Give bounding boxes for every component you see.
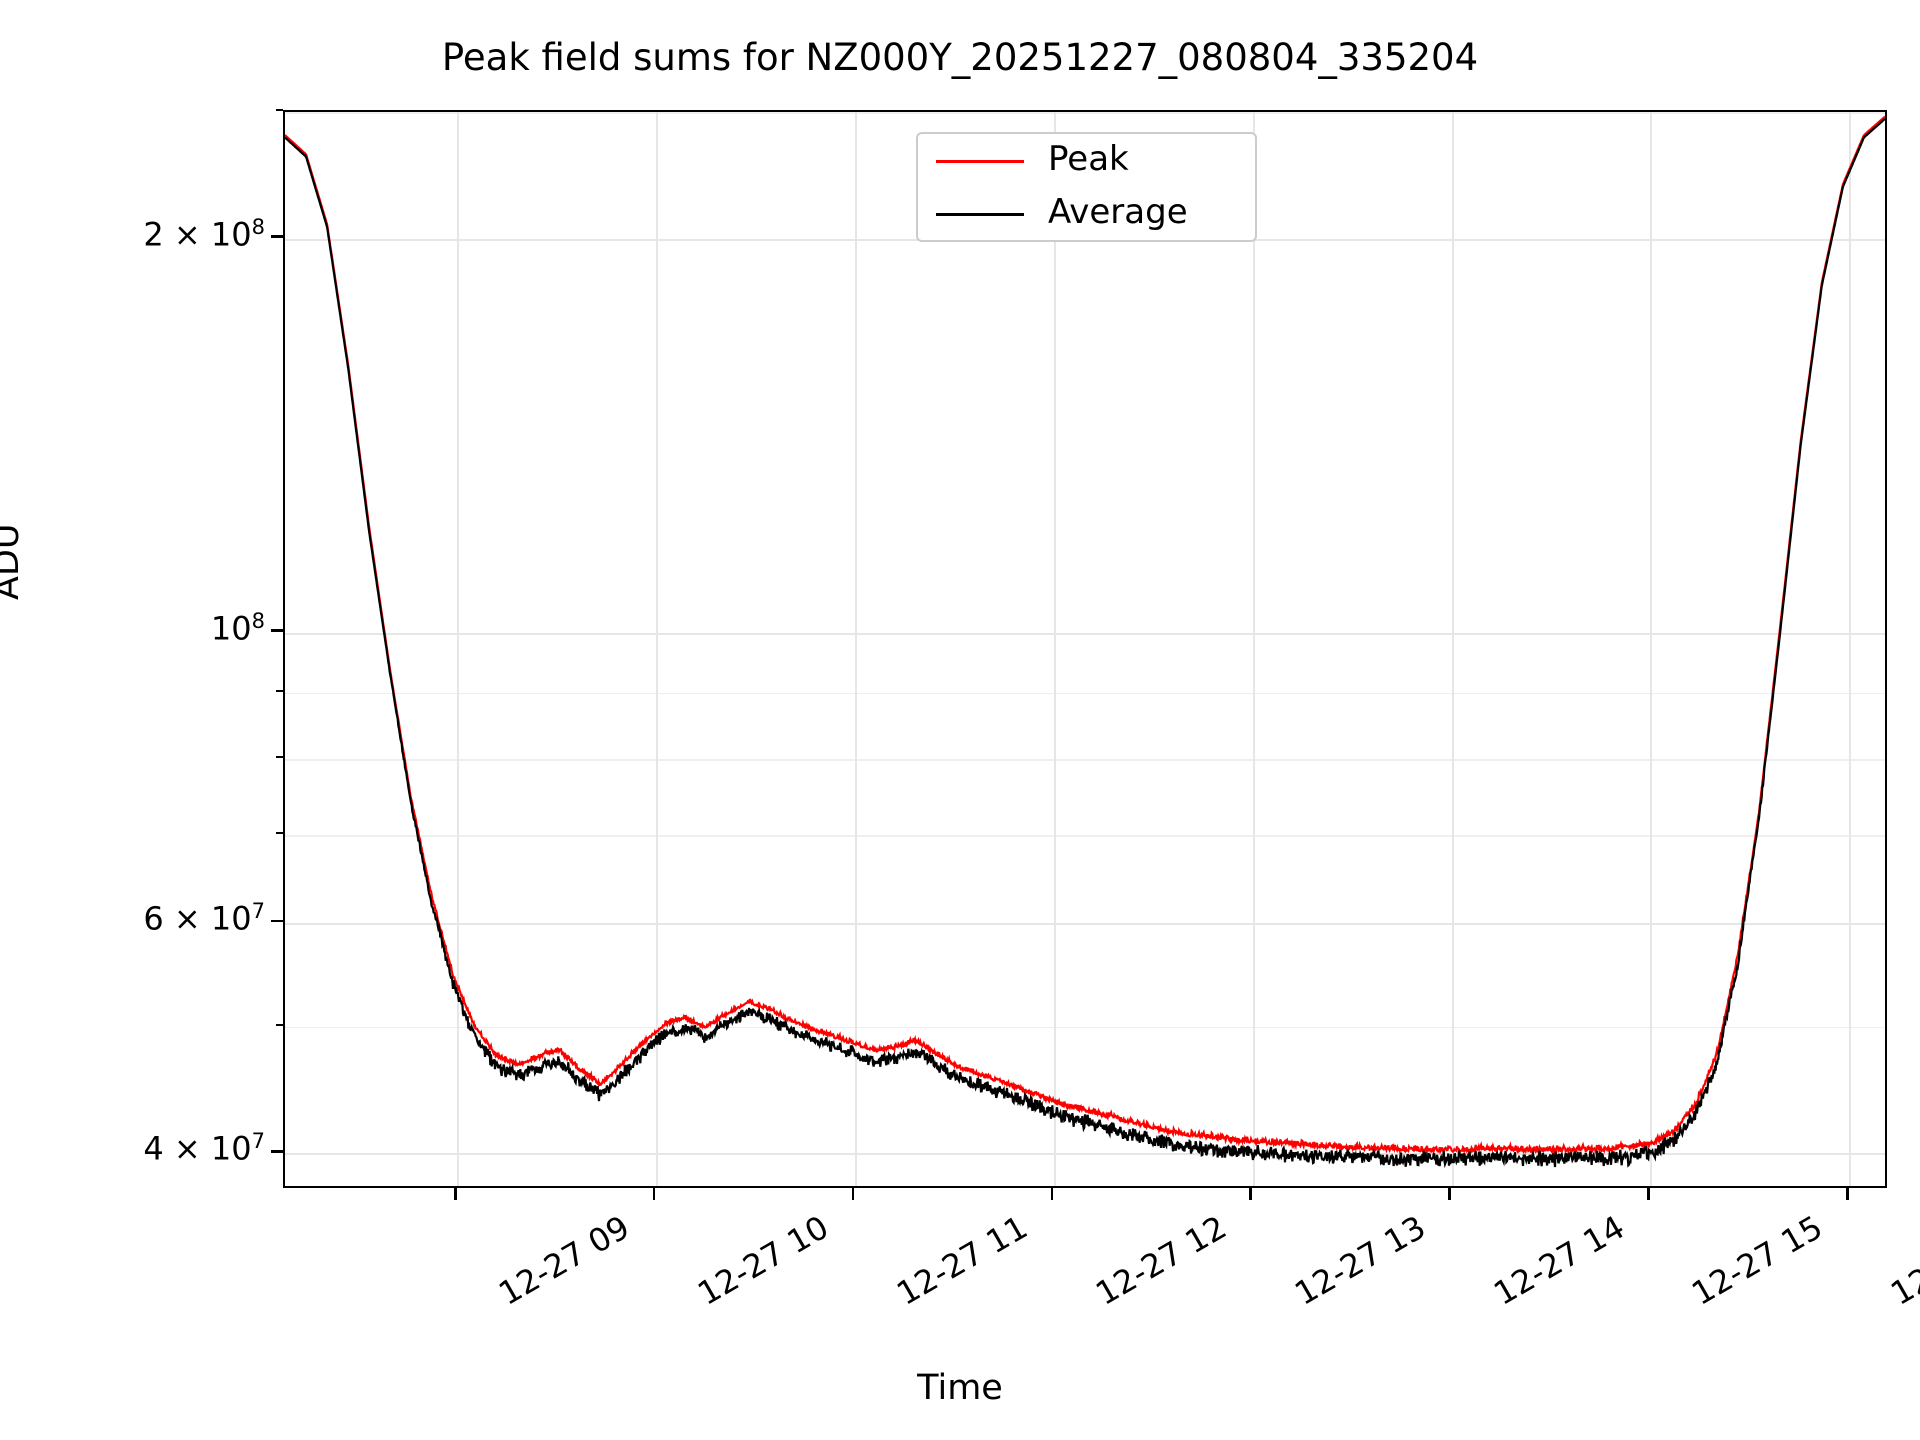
gridline-horizontal [285, 692, 1885, 695]
y-axis-label: ADU [0, 523, 27, 600]
x-tick-label: 12-27 10 [691, 1208, 836, 1313]
x-tick-label: 12-27 12 [1089, 1208, 1233, 1313]
plot-area[interactable] [283, 110, 1887, 1188]
y-tick-mark-minor [276, 1023, 283, 1026]
x-tick-mark [1845, 1188, 1849, 1200]
legend-entry-average[interactable]: Average [918, 187, 1255, 242]
gridline-vertical [457, 112, 460, 1186]
data-lines [285, 115, 1885, 1169]
series-line-peak [285, 115, 1885, 1156]
y-tick-mark [271, 1150, 283, 1153]
x-tick-label: 12-27 16 [1884, 1208, 1920, 1313]
x-tick-label: 12-27 15 [1685, 1208, 1830, 1313]
y-tick-mark-minor [276, 756, 283, 759]
x-tick-label: 12-27 14 [1486, 1208, 1631, 1313]
x-tick-mark [454, 1188, 457, 1200]
x-axis-label: Time [917, 1368, 1003, 1408]
gridline-vertical [1650, 112, 1653, 1186]
y-tick-mark-minor [276, 832, 283, 835]
page-title: Peak field sums for NZ000Y_20251227_0808… [441, 36, 1479, 79]
y-tick-label: 108 [210, 608, 265, 648]
gridline-horizontal [285, 835, 1885, 837]
x-tick-mark [652, 1188, 656, 1200]
x-tick-label: 12-27 09 [492, 1208, 637, 1313]
gridline-vertical [656, 112, 659, 1186]
x-tick-mark [1249, 1188, 1252, 1200]
legend-box[interactable]: Peak Average [916, 132, 1257, 242]
y-tick-label: 4 × 107 [143, 1129, 265, 1168]
y-tick-mark [271, 919, 283, 923]
gridline-vertical [855, 112, 858, 1186]
gridline-vertical [1053, 112, 1056, 1186]
legend-entry-peak[interactable]: Peak [918, 134, 1255, 189]
x-tick-mark [1050, 1188, 1054, 1200]
legend-label-average: Average [1048, 192, 1188, 232]
series-line-average [285, 118, 1885, 1169]
y-tick-mark-minor [276, 689, 283, 692]
gridline-horizontal [285, 112, 1885, 114]
y-tick-label: 6 × 107 [143, 898, 265, 938]
gridline-horizontal [285, 922, 1885, 925]
legend-swatch-peak [936, 160, 1024, 163]
x-tick-label: 12-27 11 [890, 1208, 1034, 1313]
y-tick-mark [271, 629, 283, 632]
gridline-horizontal [285, 1153, 1885, 1156]
x-tick-mark [1647, 1188, 1650, 1200]
y-tick-label: 2 × 108 [143, 214, 265, 254]
x-tick-label: 12-27 13 [1287, 1208, 1432, 1313]
y-tick-mark-minor [276, 109, 283, 111]
legend-swatch-average [936, 213, 1024, 216]
x-tick-mark [851, 1188, 855, 1200]
gridline-horizontal [285, 1026, 1885, 1029]
legend-label-peak: Peak [1048, 139, 1129, 179]
gridline-vertical [1451, 112, 1454, 1186]
x-tick-mark [1448, 1188, 1451, 1200]
y-tick-mark [271, 235, 283, 239]
gridline-vertical [1849, 112, 1852, 1186]
gridline-horizontal [285, 632, 1885, 635]
gridline-horizontal [285, 759, 1885, 761]
gridline-vertical [1252, 112, 1255, 1186]
